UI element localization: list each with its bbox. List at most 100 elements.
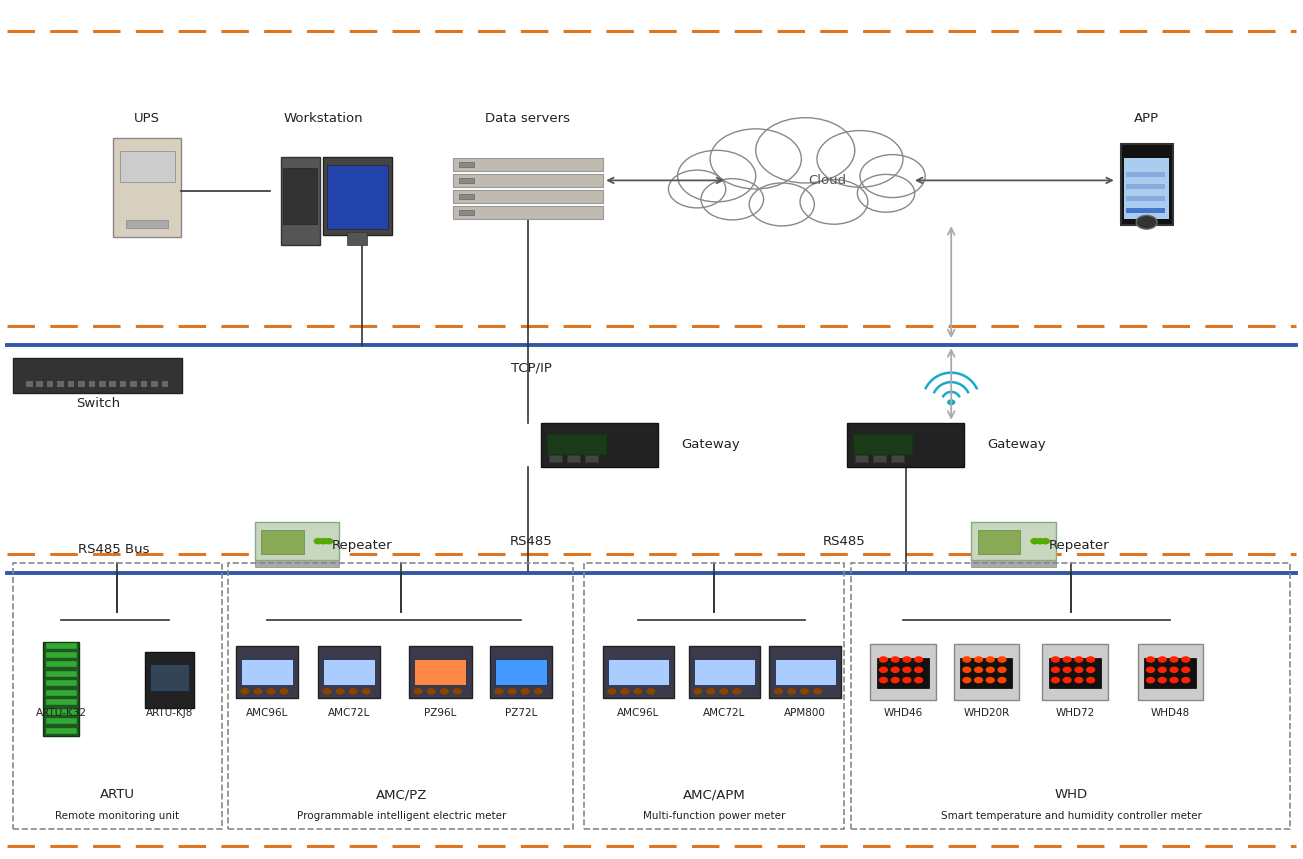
Text: Gateway: Gateway [986,438,1046,452]
Circle shape [986,678,994,683]
Text: AMC72L: AMC72L [704,708,745,718]
FancyBboxPatch shape [46,661,77,667]
Bar [228,563,573,829]
Circle shape [1036,539,1044,544]
FancyBboxPatch shape [130,381,137,387]
Text: Switch: Switch [76,397,120,411]
FancyBboxPatch shape [141,381,147,387]
FancyBboxPatch shape [853,434,912,454]
FancyBboxPatch shape [960,658,1012,689]
Circle shape [998,667,1006,673]
Circle shape [1075,657,1083,662]
FancyBboxPatch shape [47,381,53,387]
Text: Repeater: Repeater [1049,539,1109,552]
Text: Cloud: Cloud [808,174,847,187]
Circle shape [857,174,915,212]
Circle shape [241,689,249,694]
FancyBboxPatch shape [78,381,85,387]
Bar [584,563,844,829]
FancyBboxPatch shape [236,646,298,698]
Circle shape [633,689,641,694]
Text: Gateway: Gateway [680,438,740,452]
FancyBboxPatch shape [1138,644,1203,699]
FancyBboxPatch shape [46,709,77,715]
FancyBboxPatch shape [541,423,658,467]
FancyBboxPatch shape [460,210,474,215]
Circle shape [324,539,332,544]
Circle shape [1031,539,1038,544]
Circle shape [495,689,503,694]
Circle shape [319,539,327,544]
Circle shape [1041,539,1049,544]
FancyBboxPatch shape [453,206,602,219]
Circle shape [880,667,887,673]
Circle shape [1087,657,1095,662]
FancyBboxPatch shape [46,690,77,696]
Circle shape [903,657,911,662]
Circle shape [915,678,923,683]
Circle shape [986,657,994,662]
Circle shape [668,170,726,208]
FancyBboxPatch shape [327,166,388,229]
FancyBboxPatch shape [109,381,116,387]
Circle shape [1052,667,1059,673]
FancyBboxPatch shape [323,659,375,685]
Text: RS485: RS485 [511,534,552,548]
Circle shape [1063,667,1071,673]
Circle shape [1052,657,1059,662]
FancyBboxPatch shape [46,643,77,649]
Bar [13,563,222,829]
FancyBboxPatch shape [162,381,168,387]
Text: APM800: APM800 [784,708,826,718]
Text: Workstation: Workstation [283,112,364,125]
Circle shape [1170,667,1178,673]
Circle shape [986,667,994,673]
FancyBboxPatch shape [126,220,168,228]
Circle shape [1182,657,1190,662]
FancyBboxPatch shape [323,157,391,235]
Circle shape [1087,678,1095,683]
Circle shape [860,155,925,198]
FancyBboxPatch shape [602,646,675,698]
FancyBboxPatch shape [46,718,77,724]
Text: PZ96L: PZ96L [425,708,456,718]
Circle shape [1158,657,1166,662]
FancyBboxPatch shape [145,653,194,708]
FancyBboxPatch shape [460,161,474,167]
Circle shape [694,689,702,694]
FancyBboxPatch shape [1126,172,1165,177]
FancyBboxPatch shape [774,659,837,685]
Circle shape [721,689,728,694]
Circle shape [1136,216,1157,229]
FancyBboxPatch shape [495,659,547,685]
Circle shape [314,539,322,544]
Circle shape [1170,657,1178,662]
Circle shape [323,689,331,694]
Circle shape [267,689,275,694]
FancyBboxPatch shape [1049,658,1101,689]
FancyBboxPatch shape [1126,196,1165,201]
FancyBboxPatch shape [972,561,1055,568]
Circle shape [521,689,529,694]
FancyBboxPatch shape [977,530,1020,554]
FancyBboxPatch shape [347,233,367,245]
FancyBboxPatch shape [150,663,189,691]
FancyBboxPatch shape [972,522,1055,561]
Text: WHD20R: WHD20R [963,708,1010,718]
Circle shape [534,689,542,694]
Circle shape [756,118,855,183]
FancyBboxPatch shape [255,561,339,568]
Circle shape [414,689,422,694]
Circle shape [1063,678,1071,683]
Text: AMC72L: AMC72L [328,708,370,718]
Circle shape [1182,678,1190,683]
FancyBboxPatch shape [46,671,77,677]
FancyBboxPatch shape [847,423,964,467]
Text: AMC/APM: AMC/APM [683,788,745,801]
FancyBboxPatch shape [241,659,293,685]
Circle shape [813,689,822,694]
Text: ARTU: ARTU [100,788,134,801]
Circle shape [349,689,357,694]
FancyBboxPatch shape [567,455,580,462]
FancyBboxPatch shape [26,381,33,387]
